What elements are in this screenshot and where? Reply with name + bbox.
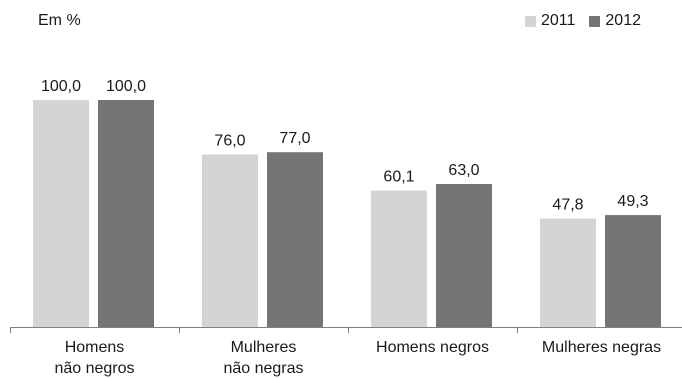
bar-2012-0 [98, 100, 154, 327]
data-label-2012-1: 77,0 [279, 130, 310, 147]
legend-swatch-2011 [525, 15, 536, 27]
legend-item-2012: 2012 [589, 12, 641, 30]
unit-label: Em % [38, 12, 81, 29]
legend-label-2011: 2011 [541, 12, 576, 29]
data-label-2012-0: 100,0 [106, 78, 146, 95]
bar-2011-3 [540, 218, 596, 327]
category-label-2: Homens negros [376, 339, 489, 356]
data-label-2011-3: 47,8 [552, 196, 583, 213]
category-label-3: Mulheres negras [542, 339, 661, 356]
bar-2011-2 [371, 190, 427, 327]
category-label-0: Homens não negros [54, 339, 134, 377]
data-label-2011-2: 60,1 [383, 169, 414, 186]
category-label-1: Mulheres não negras [223, 339, 303, 377]
bar-2012-2 [436, 183, 492, 327]
data-label-2012-2: 63,0 [448, 162, 479, 179]
data-label-2011-1: 76,0 [214, 132, 245, 149]
legend-swatch-2012 [589, 15, 601, 27]
legend: 2011 2012 [525, 12, 641, 30]
bar-2012-1 [267, 152, 323, 327]
data-label-2011-0: 100,0 [41, 78, 81, 95]
bar-2012-3 [605, 215, 661, 327]
data-label-2012-3: 49,3 [617, 193, 648, 210]
bar-2011-1 [202, 154, 258, 327]
legend-item-2011: 2011 [525, 12, 575, 30]
legend-label-2012: 2012 [605, 12, 641, 29]
bar-2011-0 [33, 100, 89, 327]
